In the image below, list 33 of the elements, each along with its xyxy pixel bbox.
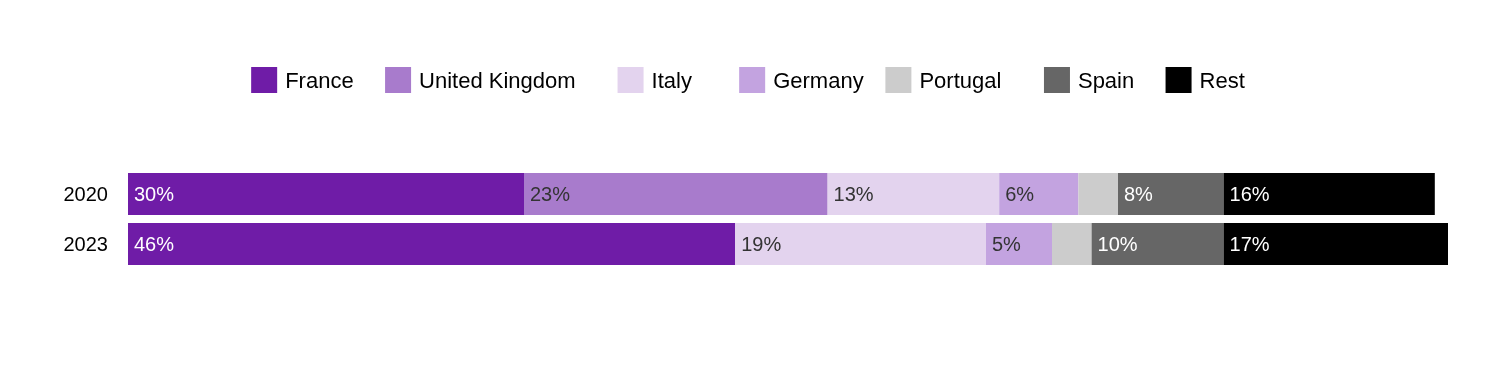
y-tick-label: 2023 bbox=[63, 233, 108, 255]
bar bbox=[128, 223, 736, 265]
data-label: 46% bbox=[134, 233, 175, 255]
bar bbox=[524, 173, 828, 215]
data-label: 19% bbox=[741, 233, 782, 255]
bar bbox=[999, 173, 1079, 215]
legend-label: Spain bbox=[1077, 67, 1135, 93]
bar bbox=[986, 223, 1052, 265]
legend-label: United Kingdom bbox=[419, 67, 576, 93]
bar bbox=[827, 173, 1000, 215]
data-label: 30% bbox=[134, 183, 175, 205]
bar bbox=[1091, 223, 1224, 265]
data-label: 6% bbox=[1005, 183, 1035, 205]
legend-label: Italy bbox=[651, 67, 692, 93]
y-tick-label: 2020 bbox=[63, 183, 108, 205]
bar bbox=[1118, 173, 1224, 215]
legend-label: Germany bbox=[773, 67, 864, 93]
bar bbox=[1052, 223, 1092, 265]
bar bbox=[1223, 173, 1435, 215]
bar bbox=[128, 173, 524, 215]
legend-label: Rest bbox=[1199, 67, 1245, 93]
data-label: 17% bbox=[1229, 233, 1270, 255]
data-label: 13% bbox=[833, 183, 874, 205]
data-label: 16% bbox=[1229, 183, 1270, 205]
legend-label: France bbox=[285, 67, 354, 93]
data-label: 8% bbox=[1124, 183, 1154, 205]
legend-label: Portugal bbox=[919, 67, 1002, 93]
data-label: 5% bbox=[992, 233, 1022, 255]
data-label: 10% bbox=[1097, 233, 1138, 255]
data-label: 23% bbox=[530, 183, 571, 205]
bar bbox=[1223, 223, 1448, 265]
bar bbox=[735, 223, 986, 265]
bar bbox=[1078, 173, 1118, 215]
